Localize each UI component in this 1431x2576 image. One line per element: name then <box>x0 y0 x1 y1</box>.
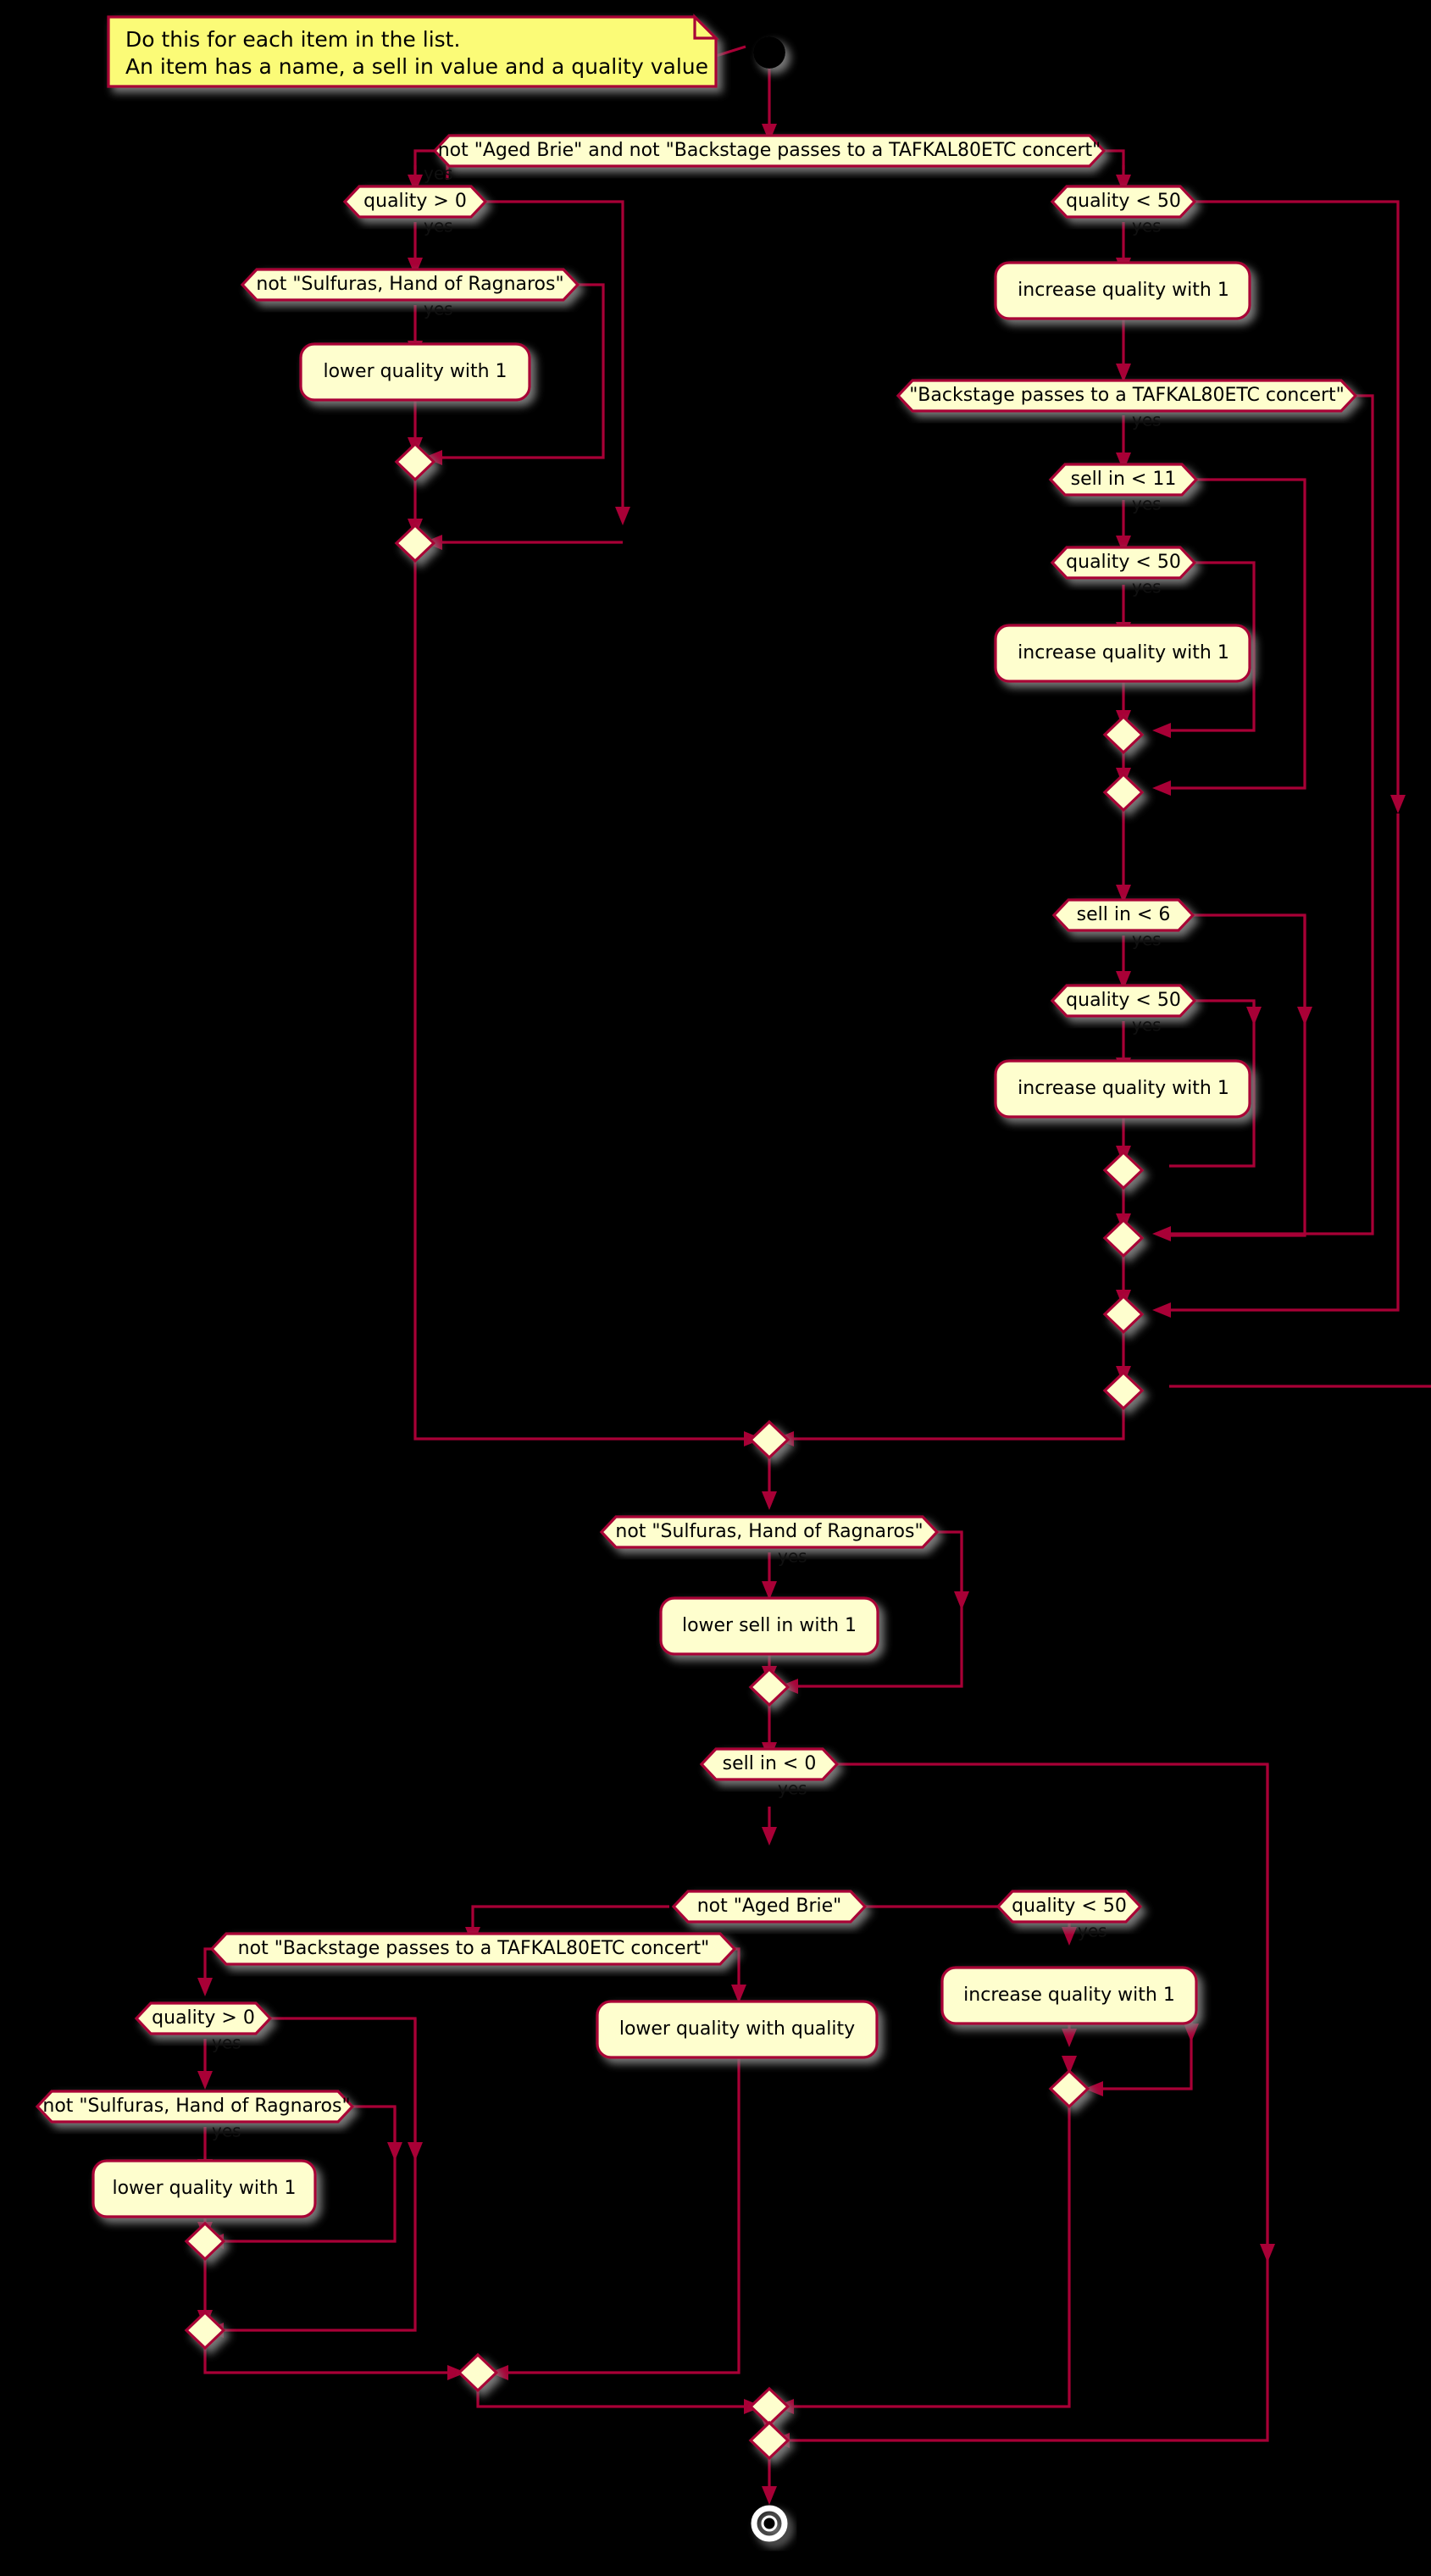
edge-labels-layer: yes yes yes yes yes yes yes yes yes yes … <box>212 164 1162 2141</box>
condition-node-c8 <box>1051 898 1195 932</box>
edge-label-c8-yes: yes <box>1132 930 1162 950</box>
condition-node-c3 <box>240 268 580 302</box>
merge-node-m5 <box>1102 1150 1145 1191</box>
end-node <box>751 2505 788 2542</box>
condition-label-c16: quality < 50 <box>1012 1896 1127 1917</box>
merge-node-m13 <box>1048 2068 1090 2109</box>
edge-label-c14-yes: yes <box>212 2033 241 2053</box>
edge-label-c5-yes: yes <box>1132 410 1162 430</box>
action-label-a4: increase quality with 1 <box>1018 1078 1229 1099</box>
merge-node-m14 <box>457 2352 499 2393</box>
condition-label-c2: quality > 0 <box>363 191 467 212</box>
condition-label-c7: quality < 50 <box>1066 552 1181 573</box>
action-node-a5 <box>659 1596 879 1656</box>
merge-node-m8 <box>1102 1370 1145 1411</box>
condition-node-c11 <box>699 1747 840 1781</box>
condition-label-c9: quality < 50 <box>1066 990 1181 1011</box>
condition-node-c16 <box>996 1890 1143 1924</box>
edge-label-c7-yes: yes <box>1132 577 1162 597</box>
action-node-a3 <box>994 624 1251 683</box>
merge-node-m11 <box>184 2221 226 2262</box>
note-box <box>107 14 719 88</box>
condition-label-c10: not "Sulfuras, Hand of Ragnaros" <box>615 1521 923 1542</box>
condition-label-c8: sell in < 6 <box>1077 904 1171 925</box>
merge-node-m7 <box>1102 1294 1145 1335</box>
merge-node-m12 <box>184 2310 226 2351</box>
condition-node-c15 <box>35 2090 355 2124</box>
action-label-a7: lower quality with 1 <box>112 2178 296 2199</box>
condition-label-c3: not "Sulfuras, Hand of Ragnaros" <box>256 274 563 295</box>
condition-node-c13 <box>209 1932 737 1966</box>
condition-node-c14 <box>134 2001 273 2035</box>
action-label-a6: lower quality with quality <box>619 2018 855 2040</box>
edge-label-c15-yes: yes <box>212 2121 241 2141</box>
edge-label-c3-yes: yes <box>424 299 453 319</box>
action-node-a1 <box>299 342 531 402</box>
edge-label-c11-yes: yes <box>778 1779 807 1799</box>
merge-node-m6 <box>1102 1218 1145 1258</box>
nodes-layer: Do this for each item in the list. An it… <box>35 14 1358 2542</box>
condition-node-c4 <box>1050 185 1197 219</box>
condition-node-c2 <box>342 185 488 219</box>
condition-label-c1: not "Aged Brie" and not "Backstage passe… <box>438 140 1101 161</box>
start-node <box>753 36 785 69</box>
action-label-a1: lower quality with 1 <box>323 361 507 382</box>
condition-label-c14: quality > 0 <box>152 2007 255 2029</box>
merge-node-m10 <box>748 1667 790 1707</box>
merge-node-m9 <box>748 1419 790 1460</box>
condition-label-c15: not "Sulfuras, Hand of Ragnaros" <box>42 2096 350 2117</box>
action-label-a5: lower sell in with 1 <box>682 1615 857 1636</box>
condition-label-c11: sell in < 0 <box>723 1753 817 1774</box>
edge-label-c4-yes: yes <box>1132 216 1162 236</box>
note-line-1: Do this for each item in the list. <box>125 27 460 52</box>
action-node-a2 <box>994 261 1251 320</box>
note-line-2: An item has a name, a sell in value and … <box>125 54 708 79</box>
merge-node-m1 <box>394 441 436 482</box>
edges-layer <box>197 45 1431 2505</box>
condition-label-c4: quality < 50 <box>1066 191 1181 212</box>
action-node-a6 <box>596 2000 879 2059</box>
condition-node-c12 <box>671 1890 868 1924</box>
edge-label-c1-yes: yes <box>424 164 453 184</box>
condition-node-c6 <box>1048 463 1199 497</box>
action-node-a8 <box>940 1966 1198 2025</box>
merge-node-m2 <box>394 523 436 564</box>
action-label-a3: increase quality with 1 <box>1018 642 1229 663</box>
edge-label-c9-yes: yes <box>1132 1015 1162 1035</box>
condition-node-c1 <box>432 134 1107 168</box>
action-node-a4 <box>994 1059 1251 1119</box>
merge-node-m3 <box>1102 714 1145 755</box>
merge-node-m16 <box>748 2420 790 2461</box>
edge-label-c10-yes: yes <box>778 1546 807 1567</box>
merge-node-m15 <box>748 2386 790 2427</box>
action-label-a2: increase quality with 1 <box>1018 280 1229 301</box>
condition-label-c6: sell in < 11 <box>1071 469 1177 490</box>
condition-label-c12: not "Aged Brie" <box>697 1896 842 1917</box>
edge-label-c6-yes: yes <box>1132 494 1162 514</box>
action-label-a8: increase quality with 1 <box>963 1985 1175 2006</box>
action-node-a7 <box>92 2159 317 2218</box>
condition-node-c5 <box>896 379 1358 413</box>
edge-label-c2-yes: yes <box>424 216 453 236</box>
edge-label-c16-yes: yes <box>1078 1921 1107 1941</box>
condition-label-c5: "Backstage passes to a TAFKAL80ETC conce… <box>909 385 1345 406</box>
condition-node-c7 <box>1050 546 1197 580</box>
condition-label-c13: not "Backstage passes to a TAFKAL80ETC c… <box>238 1938 710 1959</box>
merge-node-m4 <box>1102 772 1145 813</box>
condition-node-c9 <box>1050 984 1197 1018</box>
condition-node-c10 <box>599 1515 940 1549</box>
